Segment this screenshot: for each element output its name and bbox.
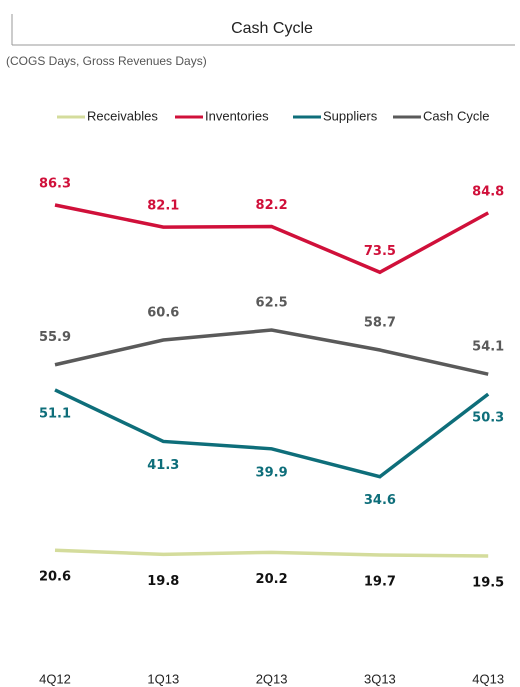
data-label: 84.8 (472, 184, 504, 199)
data-label: 54.1 (472, 340, 504, 355)
series-line (54, 388, 490, 479)
x-tick-label: 4Q12 (39, 671, 71, 686)
data-label: 73.5 (364, 244, 396, 259)
data-label: 34.6 (364, 493, 396, 508)
data-label: 19.5 (472, 576, 504, 591)
data-label: 58.7 (364, 316, 396, 331)
data-label: 41.3 (147, 458, 179, 473)
data-label: 19.8 (147, 574, 179, 589)
data-label: 82.1 (147, 199, 179, 214)
data-label: 82.2 (256, 198, 288, 213)
legend-label: Receivables (87, 108, 158, 123)
series-line (54, 328, 489, 376)
legend-label: Cash Cycle (423, 108, 489, 123)
chart-subtitle: (COGS Days, Gross Revenues Days) (6, 54, 207, 68)
data-label: 50.3 (472, 411, 504, 426)
data-label: 51.1 (39, 406, 71, 421)
data-label: 86.3 (39, 177, 71, 192)
x-tick-label: 2Q13 (256, 671, 288, 686)
series-line (54, 203, 490, 275)
x-tick-label: 1Q13 (147, 671, 179, 686)
x-tick-label: 4Q13 (472, 671, 504, 686)
legend-label: Suppliers (323, 108, 378, 123)
data-label: 20.6 (39, 570, 71, 585)
series-line (54, 548, 489, 558)
data-label: 60.6 (147, 306, 179, 321)
data-label: 39.9 (256, 465, 288, 480)
x-tick-label: 3Q13 (364, 671, 396, 686)
data-label: 55.9 (39, 330, 71, 345)
data-label: 20.2 (256, 572, 288, 587)
data-label: 19.7 (364, 574, 396, 589)
chart-title: Cash Cycle (231, 20, 313, 37)
data-label: 62.5 (256, 296, 288, 311)
legend-label: Inventories (205, 108, 269, 123)
